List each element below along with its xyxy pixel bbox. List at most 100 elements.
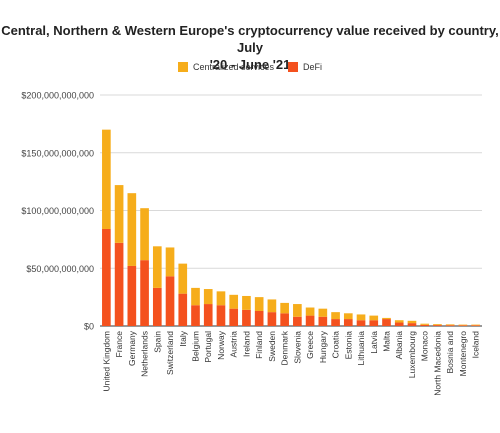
x-tick-label: Austria bbox=[229, 331, 239, 358]
bar-segment bbox=[216, 305, 226, 326]
bar-segment bbox=[280, 302, 289, 314]
x-tick-label: Switzerland bbox=[165, 331, 175, 375]
x-tick-label: Norway bbox=[216, 330, 226, 360]
x-tick-label: Montenegro bbox=[458, 331, 468, 377]
x-tick-label: Germany bbox=[127, 330, 137, 366]
x-tick-label: Iceland bbox=[471, 331, 481, 359]
bar-segment bbox=[254, 310, 264, 326]
legend-label-defi: DeFi bbox=[303, 62, 323, 72]
chart-title-line-2: '20 - June '21 bbox=[209, 57, 291, 72]
bar-segment bbox=[203, 289, 213, 305]
bar-segment bbox=[242, 295, 251, 310]
bar-segment bbox=[471, 325, 480, 326]
bar-segment bbox=[382, 319, 391, 326]
bar-segment bbox=[178, 263, 188, 294]
x-tick-label: Greece bbox=[305, 331, 315, 359]
x-tick-label: Latvia bbox=[369, 331, 379, 354]
bar-segment bbox=[152, 287, 162, 326]
bar-segment bbox=[318, 316, 328, 326]
x-tick-label: France bbox=[114, 331, 124, 358]
bar-segment bbox=[216, 291, 226, 306]
bar-segment bbox=[331, 312, 340, 320]
bar-segment bbox=[127, 193, 137, 266]
bar-segment bbox=[140, 260, 149, 326]
legend-item-centralized: Centralized services bbox=[177, 62, 274, 72]
bar-segment bbox=[305, 315, 315, 326]
x-tick-label: Denmark bbox=[280, 330, 290, 365]
bar-segment bbox=[114, 185, 124, 243]
x-tick-label: Ireland bbox=[241, 331, 251, 357]
x-tick-label: Sweden bbox=[267, 331, 277, 362]
bar-segment bbox=[191, 287, 200, 306]
bar-segment bbox=[165, 276, 175, 326]
bar-segment bbox=[318, 308, 328, 317]
legend-label-centralized: Centralized services bbox=[192, 62, 274, 72]
bar-segment bbox=[267, 312, 277, 326]
x-tick-label: Netherlands bbox=[140, 331, 150, 377]
bar-segment bbox=[394, 320, 404, 323]
bar-segment bbox=[433, 324, 442, 326]
legend-swatch-defi bbox=[288, 62, 298, 72]
x-tick-label: Luxembourg bbox=[407, 331, 417, 379]
chart-title: Central, Northern & Western Europe's cry… bbox=[0, 22, 500, 73]
bar-segment bbox=[229, 294, 239, 309]
y-tick-label: $150,000,000,000 bbox=[21, 148, 94, 158]
x-tick-label: Spain bbox=[152, 331, 162, 353]
bar-segment bbox=[445, 324, 455, 326]
legend: Centralized services DeFi bbox=[0, 62, 500, 72]
bar-segment bbox=[433, 325, 442, 326]
bar-segment bbox=[394, 322, 404, 326]
bar-segment bbox=[407, 320, 417, 324]
x-tick-label: United Kingdom bbox=[101, 331, 111, 391]
x-tick-label: Monaco bbox=[420, 331, 430, 362]
bar-segment bbox=[343, 319, 353, 326]
chart-title-line-1: Central, Northern & Western Europe's cry… bbox=[1, 23, 499, 55]
bar-segment bbox=[343, 313, 353, 320]
x-tick-label: Italy bbox=[178, 330, 188, 346]
bar-segment bbox=[420, 324, 430, 326]
bar-segment bbox=[229, 308, 239, 326]
bar-segment bbox=[305, 307, 315, 316]
legend-item-defi: DeFi bbox=[288, 62, 322, 72]
bar-segment bbox=[293, 316, 302, 326]
bar-segment bbox=[267, 299, 277, 313]
bar-segment bbox=[420, 323, 430, 325]
x-tick-label: Hungary bbox=[318, 330, 328, 363]
legend-swatch-centralized bbox=[177, 62, 188, 72]
bar-segment bbox=[152, 246, 162, 288]
bar-segment bbox=[331, 319, 340, 326]
bar-segment bbox=[102, 228, 111, 326]
bar-segment bbox=[178, 293, 188, 326]
bar-segment bbox=[382, 317, 391, 320]
x-tick-label: Finland bbox=[254, 331, 264, 359]
bar-segment bbox=[114, 242, 124, 326]
y-tick-label: $100,000,000,000 bbox=[21, 206, 94, 216]
bar-segment bbox=[458, 325, 468, 326]
bar-segment bbox=[369, 315, 379, 321]
bar-segment bbox=[356, 320, 366, 326]
x-tick-label: Slovenia bbox=[292, 331, 302, 364]
bar-segment bbox=[356, 314, 366, 321]
y-tick-label: $200,000,000,000 bbox=[21, 91, 94, 101]
x-tick-label: Albania bbox=[394, 331, 404, 360]
x-tick-label: Portugal bbox=[203, 331, 213, 363]
x-tick-label: North Macedonia bbox=[432, 331, 442, 396]
bar-segment bbox=[254, 297, 264, 311]
bar-segment bbox=[165, 247, 175, 277]
bar-segment bbox=[407, 323, 417, 326]
bar-segment bbox=[102, 129, 111, 229]
bar-segment bbox=[191, 305, 200, 326]
bar-segment bbox=[140, 208, 149, 261]
x-tick-label: Bosnia and bbox=[445, 331, 455, 374]
y-tick-label: $0 bbox=[84, 322, 94, 332]
y-tick-label: $50,000,000,000 bbox=[26, 264, 94, 274]
x-tick-label: Belgium bbox=[191, 331, 201, 362]
x-tick-label: Estonia bbox=[343, 331, 353, 360]
bar-segment bbox=[127, 265, 137, 326]
x-tick-label: Malta bbox=[382, 331, 392, 352]
bar-segment bbox=[458, 324, 468, 326]
x-tick-label: Lithuania bbox=[356, 331, 366, 366]
bar-segment bbox=[369, 320, 379, 326]
